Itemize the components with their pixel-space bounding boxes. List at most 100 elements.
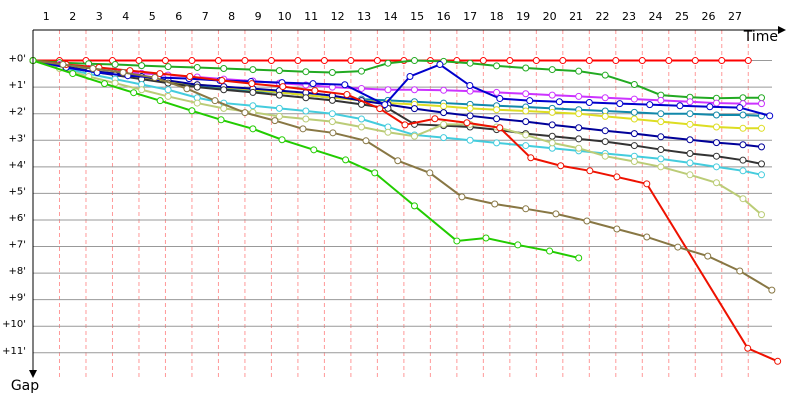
point	[612, 57, 620, 65]
point	[712, 123, 720, 131]
y-tick-label: +10'	[2, 319, 26, 330]
series-line	[32, 59, 762, 176]
x-tick-label: 22	[596, 10, 610, 23]
point	[744, 57, 752, 65]
point	[151, 74, 159, 82]
point	[431, 115, 439, 123]
point	[712, 111, 720, 119]
point	[347, 57, 355, 65]
point	[302, 115, 310, 123]
point	[555, 98, 563, 106]
y-axis-title: Gap	[11, 378, 39, 394]
point	[496, 124, 504, 132]
x-tick-label: 5	[149, 10, 156, 23]
point	[440, 109, 448, 117]
point	[739, 167, 747, 175]
y-tick-label: +3'	[9, 133, 27, 144]
point	[739, 195, 747, 203]
point	[130, 89, 138, 97]
point	[739, 94, 747, 102]
point	[328, 110, 336, 118]
point	[275, 91, 283, 99]
point	[466, 136, 474, 144]
point	[736, 104, 744, 112]
x-tick-label: 8	[228, 10, 235, 23]
point	[384, 128, 392, 136]
point	[657, 146, 665, 154]
point	[220, 65, 228, 73]
y-tick-label: +0'	[9, 54, 27, 65]
point	[440, 102, 448, 110]
point	[665, 57, 673, 65]
point	[758, 143, 766, 151]
point	[686, 150, 694, 158]
y-tick-label: +1'	[9, 80, 27, 91]
x-tick-label: 10	[278, 10, 292, 23]
point	[249, 66, 257, 74]
point	[466, 59, 474, 67]
point	[217, 116, 225, 124]
point	[575, 135, 583, 143]
series-line	[32, 59, 579, 259]
point	[328, 69, 336, 77]
x-tick-label: 9	[255, 10, 262, 23]
point	[616, 100, 624, 108]
x-tick-label: 1	[43, 10, 50, 23]
point	[453, 237, 461, 245]
point	[575, 92, 583, 100]
point	[532, 57, 540, 65]
point	[493, 115, 501, 123]
y-tick-label: +8'	[9, 266, 27, 277]
point	[526, 97, 534, 105]
point	[329, 129, 337, 137]
point	[426, 169, 434, 177]
point	[111, 61, 119, 69]
point	[275, 112, 283, 120]
point	[440, 120, 448, 128]
point	[164, 92, 172, 100]
point	[601, 112, 609, 120]
point	[493, 88, 501, 96]
point	[218, 76, 226, 84]
point	[585, 57, 593, 65]
point	[657, 118, 665, 126]
y-tick-label: +7'	[9, 240, 27, 251]
point	[406, 72, 414, 80]
point	[220, 86, 228, 94]
point	[357, 84, 365, 92]
point	[186, 72, 194, 80]
y-tick-label: +6'	[9, 213, 27, 224]
point	[164, 63, 172, 71]
x-tick-label: 20	[543, 10, 557, 23]
point	[601, 152, 609, 160]
point	[583, 217, 591, 225]
point	[310, 146, 318, 154]
point	[463, 119, 471, 127]
point	[188, 107, 196, 115]
point	[493, 62, 501, 70]
point	[712, 99, 720, 107]
point	[440, 86, 448, 94]
point	[758, 124, 766, 132]
plot	[29, 57, 782, 365]
x-tick-label: 12	[331, 10, 345, 23]
point	[320, 57, 328, 65]
y-tick-label: +11'	[2, 346, 26, 357]
point	[101, 80, 109, 88]
point	[479, 57, 487, 65]
point	[482, 234, 490, 242]
point	[575, 144, 583, 152]
x-tick-label: 14	[384, 10, 398, 23]
point	[241, 109, 249, 117]
point	[410, 202, 418, 210]
point	[119, 69, 127, 77]
point	[410, 132, 418, 140]
point	[758, 211, 766, 219]
point	[188, 57, 196, 65]
point	[357, 115, 365, 123]
point	[376, 105, 384, 113]
x-tick-label: 2	[69, 10, 76, 23]
point	[575, 124, 583, 132]
point	[548, 108, 556, 116]
point	[343, 91, 351, 99]
